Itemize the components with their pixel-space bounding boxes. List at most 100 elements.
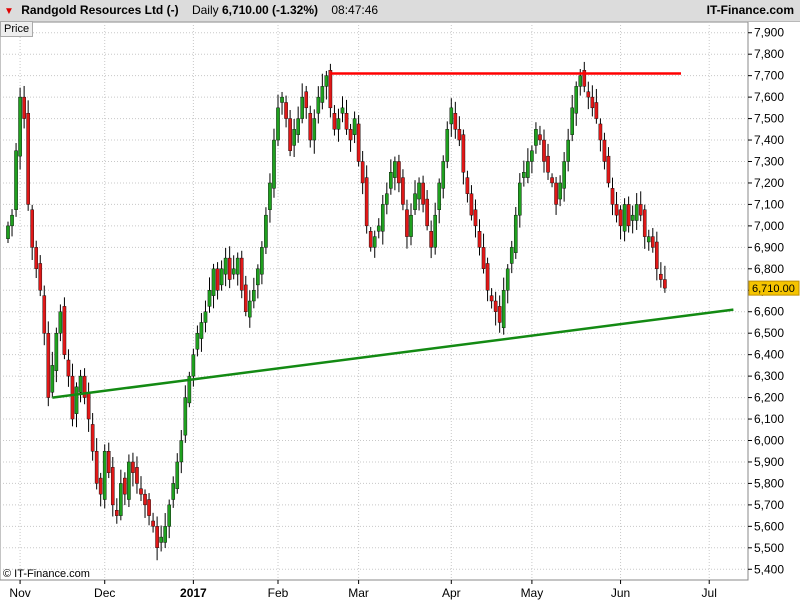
candle-body [115, 510, 119, 516]
candle-body [405, 209, 409, 237]
y-tick-label: 5,700 [754, 498, 784, 512]
copyright-text: © IT-Finance.com [3, 568, 90, 580]
candle-body [260, 247, 264, 275]
candle-body [320, 86, 325, 103]
candle-body [626, 204, 631, 227]
candle-body [46, 332, 51, 398]
candle-body [477, 231, 482, 248]
candle-body [505, 268, 510, 291]
candle-body [465, 177, 470, 194]
candle-body [421, 182, 425, 205]
candle-body [252, 290, 256, 302]
y-tick-label: 7,400 [754, 133, 784, 147]
candle-body [239, 257, 244, 291]
candle-body [243, 284, 248, 312]
y-tick-label: 7,900 [754, 26, 784, 40]
candle-body [167, 504, 172, 527]
candle-body [542, 139, 546, 162]
candle-body [360, 161, 365, 184]
candle-body [437, 182, 442, 210]
candle-body [364, 177, 369, 227]
candle-body [155, 526, 159, 549]
candle-body [501, 290, 506, 329]
candle-body [231, 268, 236, 275]
candle-body [328, 70, 333, 109]
candle-body [397, 161, 401, 184]
y-tick-label: 6,200 [754, 391, 784, 405]
candle-body [493, 300, 498, 312]
candle-body [179, 440, 184, 463]
candle-body [380, 204, 385, 232]
candle-body [340, 107, 345, 114]
candle-body [352, 118, 357, 135]
candle-body [429, 231, 433, 248]
candle-body [586, 91, 591, 98]
candle-body [235, 257, 240, 275]
candle-body [50, 365, 55, 393]
candle-body [634, 204, 639, 221]
candle-body [304, 91, 309, 109]
candle-body [131, 461, 135, 473]
candle-body [651, 236, 655, 248]
candle-body [90, 424, 95, 452]
candle-body [199, 322, 204, 339]
candle-body [14, 150, 18, 210]
candle-body [127, 461, 131, 500]
y-tick-label: 5,900 [754, 455, 784, 469]
candle-body [284, 102, 288, 119]
candle-body [574, 86, 579, 114]
candle-body [622, 204, 627, 232]
y-tick-label: 6,900 [754, 240, 784, 254]
candle-body [618, 209, 623, 227]
x-tick-label: May [521, 586, 544, 600]
candle-body [513, 214, 518, 253]
candle-body [453, 113, 458, 130]
candle-body [659, 273, 663, 280]
candle-body [554, 182, 558, 205]
candle-body [26, 113, 30, 205]
candle-body [292, 129, 296, 146]
candle-body [522, 172, 526, 178]
candle-body [425, 198, 429, 227]
candle-body [191, 354, 196, 377]
candle-body [638, 204, 643, 216]
candle-body [256, 268, 260, 286]
candle-body [207, 290, 212, 307]
candle-body [268, 182, 272, 210]
candle-body [38, 263, 43, 291]
candle-body [211, 268, 216, 296]
candle-body [280, 96, 284, 103]
y-tick-label: 7,300 [754, 155, 784, 169]
candle-body [195, 332, 200, 350]
candle-body [22, 96, 26, 119]
candle-body [102, 451, 107, 500]
x-tick-label: Jun [611, 586, 630, 600]
candle-body [457, 129, 462, 141]
x-tick-label: Dec [94, 586, 115, 600]
candle-body [356, 123, 361, 162]
site-label[interactable]: IT-Finance.com [706, 3, 794, 17]
candle-body [78, 375, 83, 393]
candle-body [74, 386, 79, 414]
candle-body [300, 96, 304, 119]
candle-body [34, 247, 39, 270]
candle-body [110, 467, 115, 506]
candle-body [469, 193, 474, 216]
y-tick-label: 6,100 [754, 412, 784, 426]
candle-body [175, 461, 180, 489]
candle-body [497, 306, 502, 323]
candle-body [518, 182, 522, 216]
candle-body [70, 375, 75, 420]
y-tick-label: 5,800 [754, 476, 784, 490]
candle-body [550, 177, 554, 184]
y-tick-label: 7,100 [754, 197, 784, 211]
y-tick-label: 5,500 [754, 541, 784, 555]
candle-body [159, 536, 163, 543]
candle-body [276, 107, 280, 141]
candle-body [473, 209, 478, 227]
candle-body [534, 129, 538, 146]
candle-body [288, 118, 292, 151]
x-tick-label: Apr [442, 586, 461, 600]
candle-body [151, 520, 155, 527]
instrument-name: Randgold Resources Ltd (-) [21, 3, 179, 17]
